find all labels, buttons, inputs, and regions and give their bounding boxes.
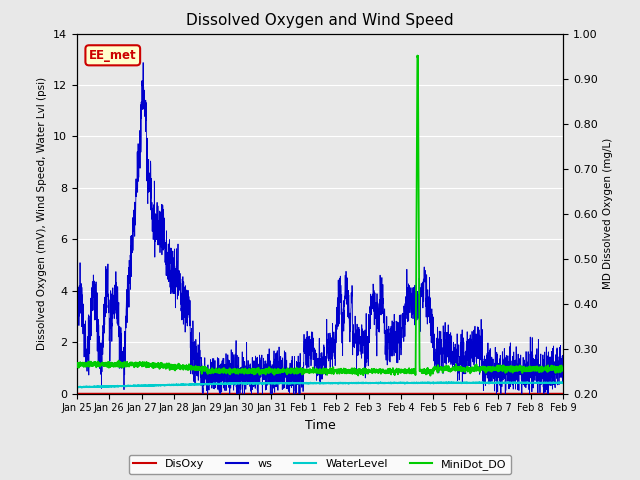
Title: Dissolved Oxygen and Wind Speed: Dissolved Oxygen and Wind Speed	[186, 13, 454, 28]
Text: EE_met: EE_met	[89, 49, 136, 62]
Y-axis label: Dissolved Oxygen (mV), Wind Speed, Water Lvl (psi): Dissolved Oxygen (mV), Wind Speed, Water…	[37, 77, 47, 350]
Legend: DisOxy, ws, WaterLevel, MiniDot_DO: DisOxy, ws, WaterLevel, MiniDot_DO	[129, 455, 511, 474]
X-axis label: Time: Time	[305, 419, 335, 432]
Y-axis label: MD Dissolved Oxygen (mg/L): MD Dissolved Oxygen (mg/L)	[604, 138, 613, 289]
